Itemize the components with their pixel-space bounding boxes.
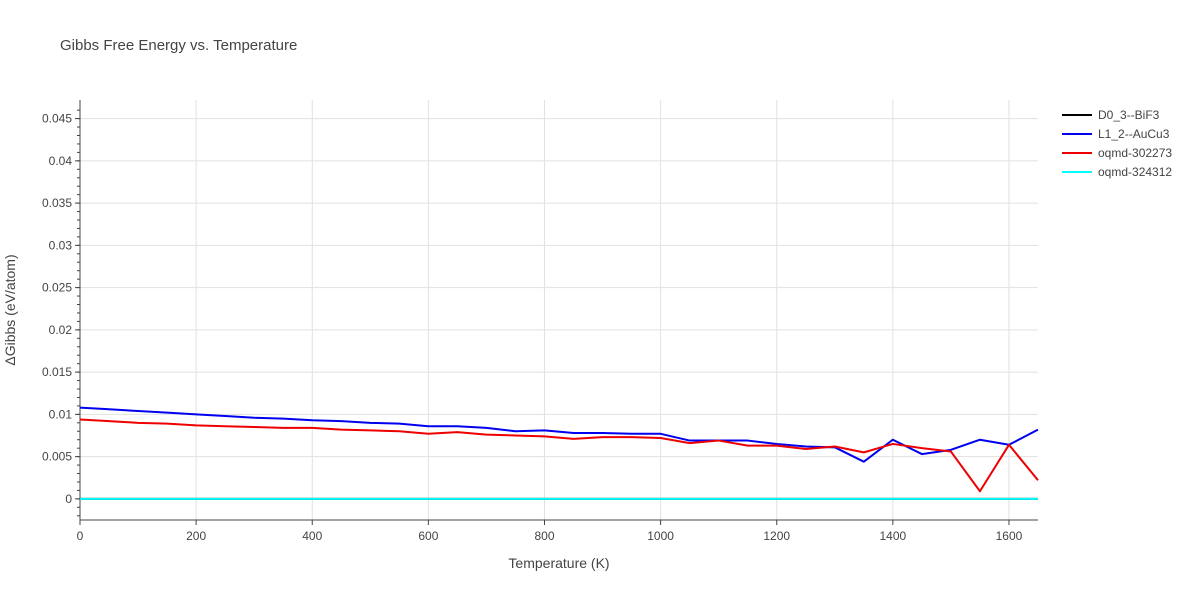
x-tick-label: 200 xyxy=(186,529,206,543)
x-tick-label: 0 xyxy=(77,529,84,543)
y-tick-label: 0.035 xyxy=(42,196,72,210)
x-tick-label: 1400 xyxy=(879,529,906,543)
x-axis-title: Temperature (K) xyxy=(508,555,609,571)
y-tick-label: 0.045 xyxy=(42,112,72,126)
y-tick-label: 0 xyxy=(65,492,72,506)
x-tick-label: 1600 xyxy=(996,529,1023,543)
grid xyxy=(80,100,1038,520)
x-tick-label: 800 xyxy=(534,529,554,543)
x-tick-label: 1200 xyxy=(763,529,790,543)
chart-title: Gibbs Free Energy vs. Temperature xyxy=(60,37,297,54)
axes xyxy=(75,100,1038,525)
y-tick-label: 0.01 xyxy=(49,407,73,421)
y-tick-label: 0.04 xyxy=(49,154,73,168)
legend-label: D0_3--BiF3 xyxy=(1098,108,1160,122)
legend-label: L1_2--AuCu3 xyxy=(1098,127,1170,141)
y-axis-title: ΔGibbs (eV/atom) xyxy=(2,254,18,365)
x-tick-label: 600 xyxy=(418,529,438,543)
series-line-l1-2-aucu3 xyxy=(79,406,1039,463)
y-tick-label: 0.015 xyxy=(42,365,72,379)
x-tick-label: 400 xyxy=(302,529,322,543)
legend-label: oqmd-324312 xyxy=(1098,165,1172,179)
x-tick-label: 1000 xyxy=(647,529,674,543)
legend: D0_3--BiF3 L1_2--AuCu3 oqmd-302273 oqmd-324… xyxy=(1062,108,1172,179)
y-tick-label: 0.03 xyxy=(49,238,73,252)
series-line-oqmd-302273 xyxy=(79,418,1039,493)
tick-labels: 0 200 400 600 800 1000 1200 1400 1600 0 0.005 0.01 0… xyxy=(42,112,1023,543)
legend-label: oqmd-302273 xyxy=(1098,146,1172,160)
y-tick-label: 0.025 xyxy=(42,281,72,295)
y-tick-label: 0.02 xyxy=(49,323,73,337)
series-lines xyxy=(79,406,1039,500)
y-tick-label: 0.005 xyxy=(42,450,72,464)
